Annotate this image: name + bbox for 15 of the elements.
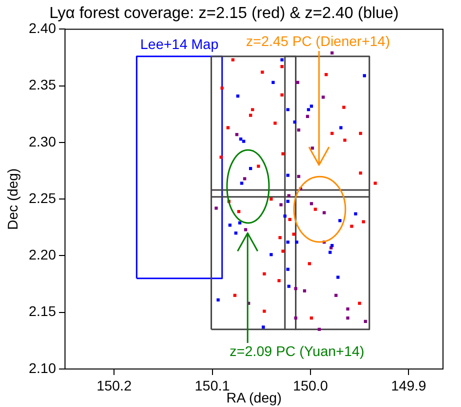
y-tick-label: 2.10 [28, 360, 56, 376]
chart-title: Lyα forest coverage: z=2.15 (red) & z=2.40 (blue) [49, 5, 399, 22]
y-tick-label: 2.40 [28, 20, 56, 36]
x-tick-label: 149.9 [391, 377, 426, 394]
y-axis-title: Dec (deg) [4, 168, 20, 230]
series-label: Lee+14 Map [140, 36, 219, 52]
annotation: z=2.45 PC (Diener+14) [246, 32, 390, 49]
x-tick-label: 150.0 [292, 377, 328, 394]
y-tick-label: 2.15 [28, 303, 56, 320]
y-tick-label: 2.25 [28, 190, 56, 206]
x-tick-label: 150.2 [96, 377, 132, 394]
y-tick-label: 2.35 [28, 76, 56, 93]
y-tick-label: 2.30 [28, 133, 56, 150]
y-tick-label: 2.20 [28, 246, 56, 263]
annotation: z=2.09 PC (Yuan+14) [230, 342, 364, 359]
